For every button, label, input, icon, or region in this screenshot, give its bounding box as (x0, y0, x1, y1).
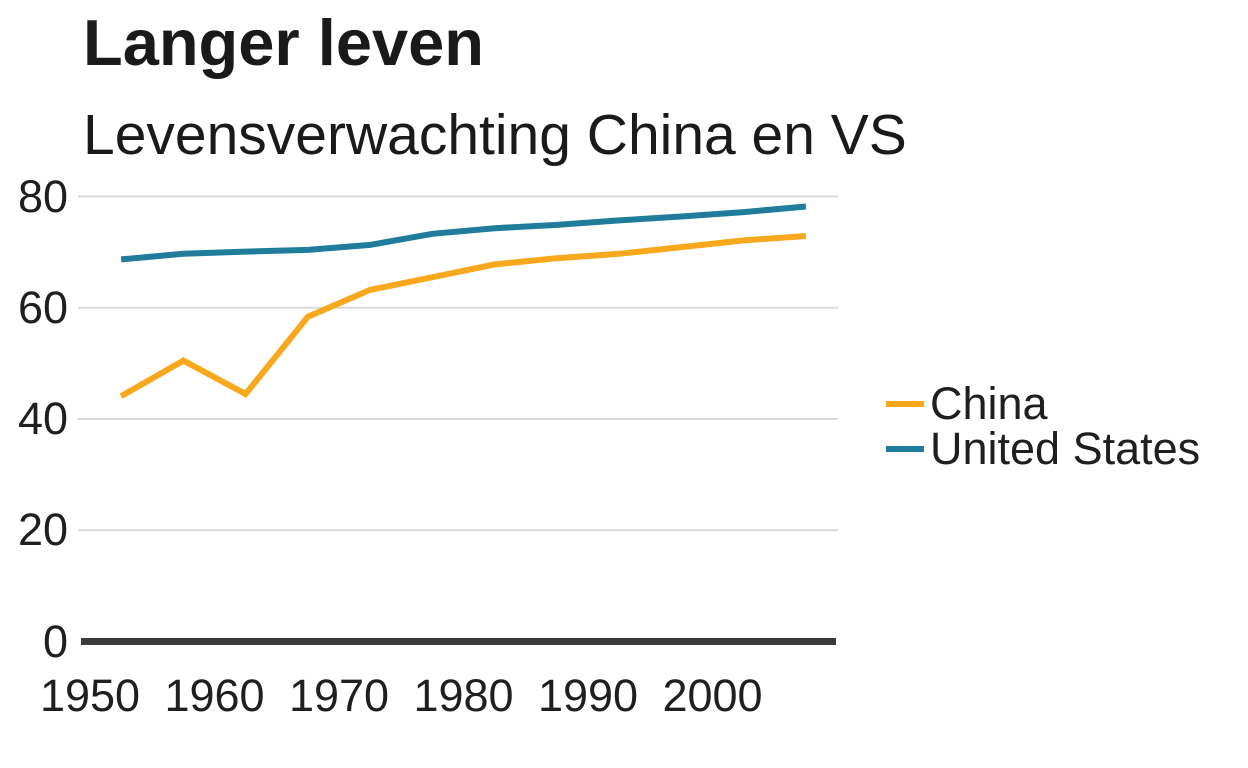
legend: China United States (886, 381, 1200, 471)
x-tick-label: 1960 (164, 670, 265, 721)
chart-subtitle: Levensverwachting China en VS (83, 103, 907, 167)
series-line-united-states (120, 203, 807, 263)
legend-label-china: China (930, 378, 1048, 429)
y-tick-label: 0 (42, 615, 68, 667)
y-tick-label: 20 (17, 504, 68, 556)
x-tick-label: 1950 (39, 670, 141, 721)
legend-label-united-states: United States (930, 423, 1201, 474)
series-lines (119, 203, 807, 399)
x-tick-label: 1980 (413, 670, 514, 721)
y-tick-label: 80 (17, 170, 68, 222)
series-line-china (119, 233, 807, 399)
chart-title: Langer leven (83, 6, 484, 79)
x-tick-label: 1990 (537, 670, 639, 721)
legend-item-united-states: United States (886, 426, 1200, 471)
y-tick-label: 40 (17, 393, 68, 444)
x-tick-label: 1970 (288, 670, 390, 721)
y-tick-label: 60 (17, 281, 68, 333)
legend-item-china: China (886, 381, 1200, 426)
x-tick-label: 2000 (662, 670, 763, 721)
gridlines (78, 195, 838, 645)
united-states-line-swatch (886, 445, 924, 452)
china-line-swatch (886, 400, 924, 407)
